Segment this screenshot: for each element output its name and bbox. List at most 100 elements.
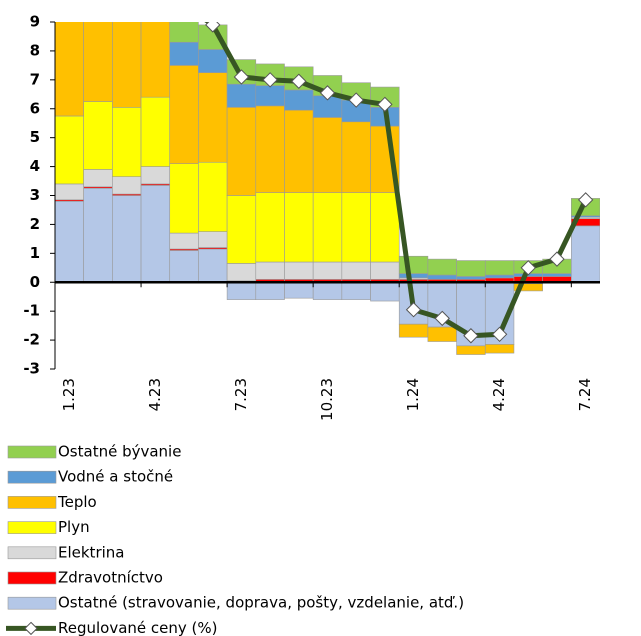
bar-segment	[456, 345, 486, 355]
bar-segment	[140, 166, 171, 185]
legend-swatch	[7, 596, 57, 610]
y-tick-label: 3	[30, 186, 40, 204]
bar-segment	[255, 105, 285, 193]
x-tick-label: 4.23	[146, 378, 164, 411]
bar-segment	[542, 273, 572, 277]
bar-segment	[484, 344, 515, 354]
legend-marker	[24, 621, 38, 636]
bar-segment	[427, 274, 457, 280]
bar-segment	[169, 163, 199, 234]
legend-label: Ostatné (stravovanie, doprava, pošty, vz…	[58, 594, 464, 612]
y-tick-label: 6	[30, 99, 40, 117]
bar-segment	[284, 261, 314, 280]
bar-segment	[398, 255, 429, 274]
line-marker	[577, 192, 594, 208]
bar-segment	[284, 192, 314, 263]
bar-segment	[456, 260, 486, 277]
line-marker	[520, 260, 536, 276]
legend-swatch	[7, 546, 57, 560]
legend-label: Zdravotníctvo	[58, 569, 163, 587]
bar-segment	[226, 281, 257, 300]
bar-segment	[169, 65, 199, 164]
bar-segment	[112, 195, 142, 283]
bar-segment	[112, 176, 142, 195]
line-marker	[177, 0, 191, 12]
bar-segment	[571, 225, 600, 283]
bar-segment	[83, 101, 113, 170]
y-tick-label: 9	[30, 13, 40, 31]
bar-segment	[341, 281, 371, 300]
x-tick-label: 7.24	[576, 378, 594, 411]
bar-segment	[83, 22, 113, 102]
bar-segment	[55, 183, 84, 201]
bar-segment	[55, 200, 84, 283]
bar-segment	[284, 109, 314, 193]
line-marker	[205, 22, 221, 33]
line-marker	[262, 72, 278, 88]
y-tick-label: 4	[30, 157, 40, 175]
y-tick-label: 1	[30, 244, 40, 262]
bar-segment	[226, 195, 257, 264]
y-tick-label: -3	[23, 360, 40, 378]
x-tick-label: 10.23	[318, 378, 336, 421]
bar-segment	[140, 96, 171, 167]
y-tick-label: 7	[30, 70, 40, 88]
x-tick-label: 4.24	[490, 378, 508, 411]
bar-segment	[312, 261, 343, 280]
bar-segment	[226, 107, 257, 196]
legend-label: Regulované ceny (%)	[58, 619, 218, 636]
y-tick-label: 8	[30, 41, 40, 59]
y-tick-label: 0	[30, 273, 40, 291]
bar-segment	[198, 161, 228, 232]
bar-segment	[112, 22, 142, 108]
bar-segment	[370, 192, 400, 263]
bar-segment	[341, 261, 371, 280]
bar-segment	[370, 281, 400, 302]
bar-segment	[427, 258, 457, 276]
bar-segment	[341, 121, 371, 193]
bar-segment	[312, 192, 343, 263]
y-tick-label: 2	[30, 215, 40, 233]
bar-segment	[255, 192, 285, 263]
legend-label: Plyn	[58, 518, 90, 536]
bar-segment	[198, 231, 228, 248]
bar-segment	[312, 117, 343, 193]
legend-label: Teplo	[57, 493, 97, 511]
y-tick-label: 5	[30, 128, 40, 146]
bar-segment	[255, 85, 285, 107]
bar-segment	[169, 232, 199, 250]
plot-area	[55, 0, 600, 355]
bar-segment	[341, 192, 371, 263]
bar-segment	[398, 273, 429, 279]
bar-segment	[284, 89, 314, 111]
bar-segment	[112, 107, 142, 178]
line-marker	[233, 69, 250, 85]
bar-segment	[484, 274, 515, 279]
bar-segment	[312, 281, 343, 300]
x-tick-label: 1.23	[60, 378, 78, 411]
legend-swatch	[7, 470, 57, 484]
line-marker	[377, 96, 393, 113]
legend-swatch	[7, 496, 57, 509]
y-tick-label: -1	[23, 302, 40, 320]
legend-swatch	[7, 521, 57, 534]
bar-segment	[55, 115, 84, 185]
bar-segment	[398, 323, 429, 338]
bar-segment	[284, 281, 314, 299]
bar-segment	[140, 185, 171, 283]
x-tick-label: 7.23	[232, 378, 250, 411]
legend-label: Ostatné bývanie	[58, 443, 181, 461]
bar-segment	[255, 261, 285, 280]
x-tick-label: 1.24	[404, 378, 422, 411]
bar-segment	[484, 260, 515, 276]
bar-segment	[198, 72, 228, 163]
bar-segment	[226, 263, 257, 282]
line-marker	[405, 302, 422, 318]
legend-swatch	[7, 445, 57, 459]
line-marker	[491, 326, 508, 343]
bar-segment	[55, 22, 84, 117]
bar-segment	[456, 276, 486, 280]
bar-segment	[427, 326, 457, 342]
bar-segment	[140, 22, 171, 98]
legend-label: Vodné a stočné	[58, 468, 173, 486]
